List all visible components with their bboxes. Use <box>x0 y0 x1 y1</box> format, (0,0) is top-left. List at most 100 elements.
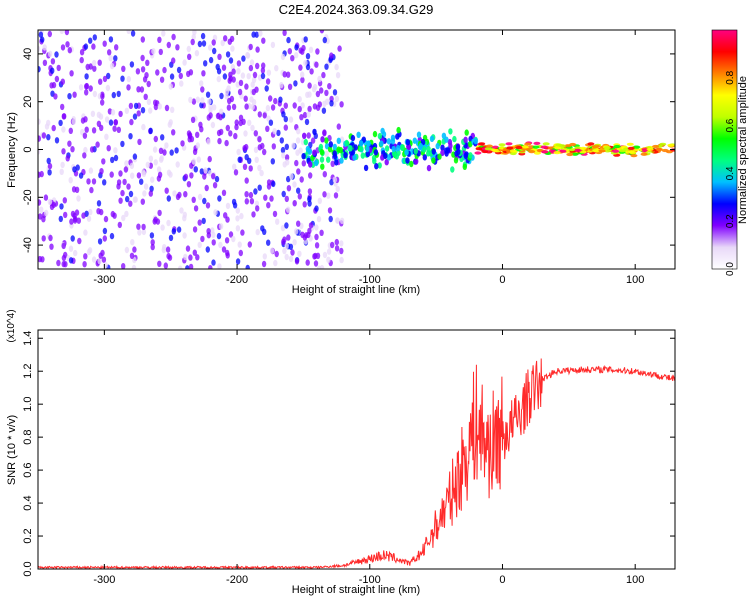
heatmap-cell <box>100 99 105 106</box>
heatmap-cell <box>284 154 290 161</box>
heatmap-cell <box>405 157 410 164</box>
snr-panel: -300 -200 -100 0 100 0.0 0.2 0.4 0.6 0.8 1.0 1.2 1.4… <box>6 309 676 596</box>
x-tick-label: -300 <box>93 274 115 286</box>
heatmap-cell <box>296 220 301 227</box>
heatmap-cell <box>61 254 67 262</box>
heatmap-cell <box>334 238 339 246</box>
heatmap-cell <box>44 209 49 217</box>
heatmap-cell <box>314 61 319 68</box>
heatmap-cell <box>191 33 196 41</box>
heatmap-cell <box>431 157 436 164</box>
heatmap-cell <box>124 160 129 167</box>
heatmap-cell <box>271 143 276 150</box>
heatmap-cell <box>296 187 301 194</box>
heatmap-cell <box>321 107 327 114</box>
heatmap-cell <box>293 80 298 87</box>
heatmap-cell <box>38 31 44 38</box>
heatmap-cell <box>59 30 64 35</box>
heatmap-cell <box>255 205 260 212</box>
heatmap-cell <box>474 151 482 155</box>
heatmap-cell <box>484 147 492 151</box>
heatmap-cell <box>248 43 253 51</box>
heatmap-cell <box>299 176 304 183</box>
heatmap-cell <box>274 65 279 72</box>
heatmap-cell <box>166 195 171 202</box>
heatmap-cell <box>110 210 116 218</box>
heatmap-cell <box>141 169 146 176</box>
colorbar-tick-label: 0.4 <box>725 166 736 180</box>
heatmap-cell <box>41 132 47 139</box>
heatmap-cell <box>249 198 255 205</box>
heatmap-cell <box>312 128 317 136</box>
heatmap-cell <box>38 213 43 220</box>
heatmap-cell <box>330 160 335 167</box>
heatmap-cell <box>216 68 222 75</box>
heatmap-cell <box>302 132 307 139</box>
heatmap-cell <box>102 75 108 83</box>
heatmap-cell <box>162 66 167 74</box>
heatmap-cell <box>265 78 271 85</box>
heatmap-cell <box>91 127 97 134</box>
heatmap-cell <box>48 234 53 242</box>
heatmap-cell <box>353 144 358 151</box>
heatmap-cell <box>238 249 243 257</box>
heatmap-cell <box>197 219 202 226</box>
snr-xlabel: Height of straight line (km) <box>292 584 420 596</box>
heatmap-cell <box>176 226 182 233</box>
heatmap-cell <box>295 137 301 144</box>
heatmap-cell <box>148 155 154 162</box>
heatmap-cell <box>156 166 162 173</box>
heatmap-cell <box>64 30 70 36</box>
heatmap-cell <box>83 229 88 236</box>
heatmap-cell <box>245 51 250 59</box>
heatmap-cell <box>192 30 197 36</box>
heatmap-cell <box>204 184 209 192</box>
heatmap-cell <box>145 161 150 168</box>
heatmap-cell <box>139 178 144 185</box>
heatmap-cell <box>236 148 241 156</box>
x-tick-label: 100 <box>626 574 644 586</box>
heatmap-cell <box>224 93 229 100</box>
heatmap-cell <box>314 224 319 231</box>
heatmap-cell <box>60 44 66 51</box>
heatmap-cell <box>148 127 153 134</box>
heatmap-cell <box>532 145 540 149</box>
heatmap-cell <box>109 171 114 178</box>
heatmap-cell <box>84 126 89 133</box>
y-tick-label: -40 <box>22 237 34 253</box>
heatmap-cell <box>228 231 234 238</box>
heatmap-cell <box>157 171 163 178</box>
heatmap-cell <box>249 59 255 66</box>
heatmap-cell <box>344 139 349 147</box>
heatmap-cell <box>283 102 288 109</box>
heatmap-cell <box>92 34 98 41</box>
heatmap-cell <box>238 119 243 127</box>
snr-axes: -300 -200 -100 0 100 0.0 0.2 0.4 0.6 0.8 1.0 1.2 1.4 <box>22 330 675 586</box>
heatmap-cell <box>124 210 129 218</box>
heatmap-cell <box>280 146 286 154</box>
heatmap-cell <box>202 197 207 205</box>
heatmap-cell <box>111 91 117 99</box>
heatmap-cell <box>171 228 176 235</box>
heatmap-cell <box>243 95 248 102</box>
heatmap-cell <box>113 147 118 154</box>
heatmap-cell <box>68 257 74 264</box>
heatmap-cell <box>88 63 93 70</box>
heatmap-cell <box>90 110 96 118</box>
heatmap-cell <box>149 185 154 192</box>
heatmap-cell <box>243 130 248 137</box>
heatmap-cell <box>126 75 131 83</box>
heatmap-cell <box>322 36 327 44</box>
heatmap-cell <box>257 111 262 118</box>
heatmap-cell <box>335 217 340 224</box>
heatmap-cell <box>195 131 200 138</box>
heatmap-cell <box>124 246 130 254</box>
heatmap-cell <box>235 258 241 265</box>
heatmap-cell <box>105 84 111 92</box>
heatmap-cell <box>373 149 379 156</box>
y-tick-label: 1.4 <box>22 331 34 346</box>
heatmap-cell <box>157 209 162 217</box>
heatmap-cell <box>339 256 344 264</box>
heatmap-cell <box>542 142 550 146</box>
heatmap-cell <box>217 53 222 60</box>
